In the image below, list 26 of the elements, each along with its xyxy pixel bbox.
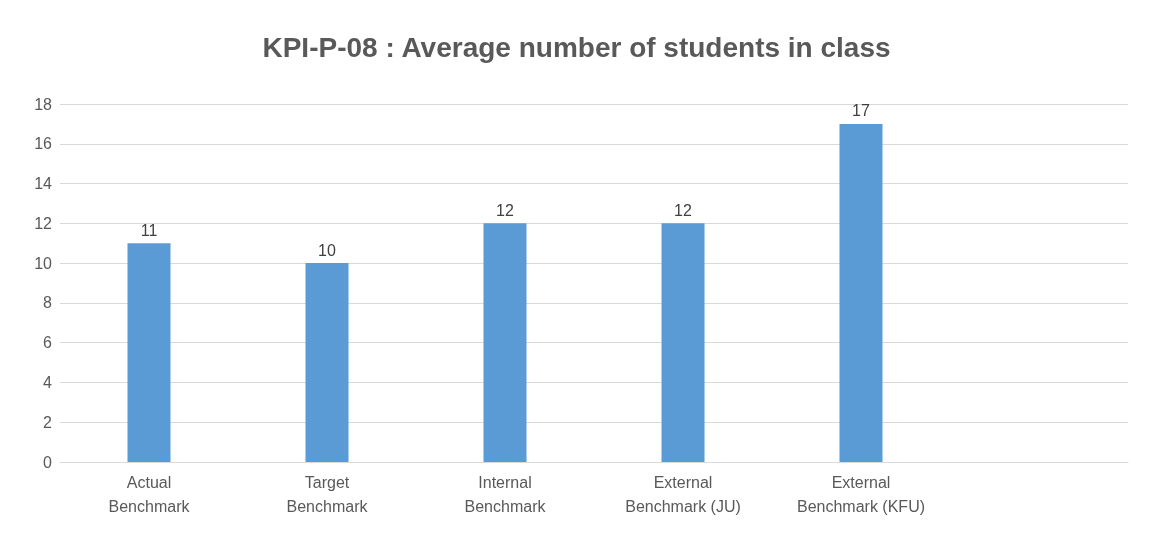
data-label: 12	[496, 201, 514, 219]
bar	[305, 263, 349, 462]
data-label: 10	[318, 241, 336, 259]
y-tick-label: 10	[34, 254, 53, 272]
y-tick-label: 4	[43, 373, 53, 391]
bar	[483, 223, 527, 462]
y-tick-label: 6	[43, 334, 53, 352]
x-tick-label: Target Benchmark	[286, 473, 369, 515]
x-tick-label: Internal Benchmark	[464, 473, 547, 515]
data-label: 17	[852, 102, 870, 120]
x-tick-label: External Benchmark (KFU)	[796, 473, 926, 515]
chart-title: KPI-P-08 : Average number of students in class	[262, 31, 891, 63]
data-label: 12	[674, 201, 692, 219]
x-tick-label: Actual Benchmark	[108, 473, 191, 515]
y-tick-label: 0	[43, 453, 53, 471]
bar	[127, 243, 171, 462]
y-tick-label: 14	[34, 175, 53, 193]
y-tick-label: 18	[34, 95, 53, 113]
y-tick-label: 8	[43, 294, 53, 312]
bar	[839, 123, 883, 462]
x-tick-label: External Benchmark (JU)	[625, 473, 741, 515]
y-tick-label: 12	[34, 214, 53, 232]
y-tick-label: 16	[34, 135, 53, 153]
y-tick-label: 2	[43, 413, 53, 431]
data-label: 11	[140, 221, 158, 239]
bar	[661, 223, 705, 462]
